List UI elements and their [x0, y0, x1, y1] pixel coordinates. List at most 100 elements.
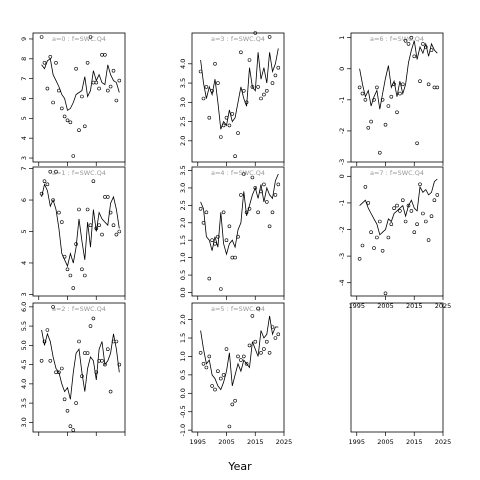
observed-point: [51, 100, 55, 105]
x-tick-label: 2015: [406, 438, 423, 446]
observed-point: [383, 122, 388, 127]
observed-point: [207, 115, 212, 120]
y-tick-label: 2.5: [179, 116, 187, 126]
y-tick-label: 8: [20, 57, 28, 61]
observed-point: [429, 48, 434, 52]
observed-point: [198, 350, 203, 355]
observed-point: [244, 100, 249, 105]
observed-point: [267, 350, 272, 355]
observed-point: [213, 387, 217, 392]
y-tick-label: 0.0: [179, 287, 187, 297]
observed-point: [103, 52, 107, 57]
observed-point: [224, 347, 229, 351]
observed-point: [375, 235, 379, 240]
y-tick-label: 5: [20, 116, 28, 120]
y-tick-label: 2.0: [179, 218, 187, 228]
observed-point: [59, 366, 64, 371]
observed-point: [65, 408, 70, 413]
observed-point: [108, 210, 113, 215]
fitted-line: [200, 48, 279, 130]
y-tick-label: 4.0: [179, 59, 187, 69]
observed-point: [418, 182, 422, 187]
observed-point: [380, 249, 385, 253]
y-tick-label: -1.0: [179, 424, 187, 437]
observed-point: [224, 238, 229, 242]
observed-point: [74, 242, 78, 246]
observed-point: [198, 69, 203, 74]
observed-point: [395, 203, 399, 208]
observed-point: [42, 60, 47, 65]
observed-point: [377, 150, 382, 155]
observed-point: [380, 98, 385, 102]
observed-point: [45, 86, 50, 91]
observed-point: [406, 42, 411, 46]
y-tick-label: -4: [338, 279, 346, 285]
observed-point: [363, 185, 368, 189]
observed-point: [201, 221, 206, 225]
y-tick-label: 1.0: [179, 351, 187, 361]
fitted-line: [200, 315, 279, 391]
observed-point: [236, 131, 240, 135]
observed-point: [276, 332, 281, 337]
y-tick-label: 4: [20, 261, 28, 265]
observed-point: [213, 241, 217, 246]
observed-point: [421, 42, 425, 46]
observed-point: [216, 234, 220, 239]
panel-frame: [191, 166, 285, 297]
observed-point: [85, 207, 90, 212]
observed-point: [244, 361, 249, 366]
panel-title: a=4 : f=SWC.Q4: [211, 169, 265, 177]
panel-title: a=0 : f=SWC.Q4: [52, 35, 106, 43]
observed-point: [54, 169, 58, 174]
observed-point: [117, 229, 122, 234]
observed-point: [111, 223, 116, 227]
observed-point: [267, 35, 272, 39]
observed-point: [239, 358, 243, 362]
observed-point: [117, 78, 122, 83]
observed-point: [412, 230, 417, 234]
observed-point: [242, 172, 246, 176]
observed-point: [403, 38, 408, 43]
observed-point: [207, 354, 212, 359]
observed-point: [227, 224, 232, 229]
observed-point: [85, 351, 90, 355]
observed-point: [259, 189, 263, 194]
observed-point: [398, 91, 402, 96]
observed-point: [273, 193, 278, 197]
observed-point: [366, 126, 371, 130]
y-tick-label: 3.5: [179, 165, 187, 175]
observed-point: [100, 358, 104, 363]
observed-point: [80, 94, 84, 99]
observed-point: [108, 389, 113, 394]
observed-point: [77, 339, 81, 344]
y-tick-label: 5.0: [20, 340, 28, 350]
panel-frame: [350, 302, 444, 433]
observed-point: [227, 123, 232, 128]
observed-point: [62, 254, 67, 259]
panel-frame: [32, 302, 126, 433]
y-tick-label: 4.0: [20, 379, 28, 389]
observed-point: [97, 223, 101, 227]
observed-point: [221, 210, 226, 215]
observed-point: [262, 182, 266, 187]
y-tick-label: 7: [20, 77, 28, 81]
y-tick-label: -3: [338, 253, 346, 259]
observed-point: [94, 80, 99, 85]
observed-point: [91, 80, 96, 85]
observed-point: [213, 61, 217, 66]
observed-point: [48, 358, 53, 363]
y-tick-label: 0.5: [179, 370, 187, 380]
observed-point: [39, 191, 44, 196]
observed-point: [409, 35, 414, 40]
x-tick-label: 1995: [189, 438, 206, 446]
observed-point: [230, 402, 235, 407]
y-tick-label: 6.0: [20, 302, 28, 312]
observed-point: [80, 267, 84, 272]
y-tick-label: 4.5: [20, 359, 28, 369]
observed-point: [201, 96, 206, 101]
observed-point: [435, 85, 440, 90]
panel-title: a=3 : f=SWC.Q4: [211, 35, 265, 43]
observed-point: [236, 354, 240, 359]
y-tick-label: 7: [20, 167, 28, 171]
y-tick-label: -2: [338, 226, 346, 232]
